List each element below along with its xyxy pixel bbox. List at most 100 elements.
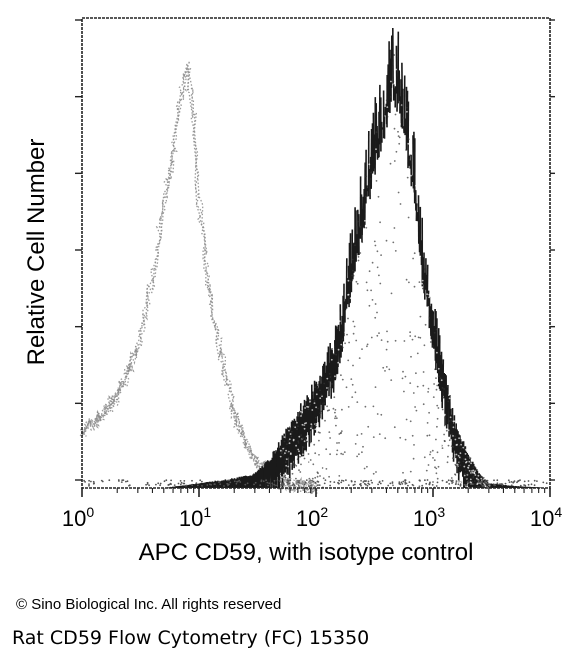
cd59-noise-dot: [400, 465, 403, 468]
cd59-noise-dot: [343, 475, 346, 477]
cd59-noise-dot: [380, 254, 382, 256]
cd59-noise-dot: [440, 481, 443, 484]
baseline-noise-dot: [426, 479, 429, 481]
cd59-noise-dot: [279, 473, 281, 476]
cd59-noise-dot: [386, 330, 388, 333]
cd59-noise-dot: [460, 447, 463, 450]
baseline-noise-dot: [523, 484, 525, 486]
baseline-noise-dot: [510, 484, 513, 487]
cd59-noise-dot: [336, 442, 338, 444]
cd59-noise-dot: [373, 267, 375, 270]
baseline-noise-dot: [311, 480, 313, 482]
cd59-noise-dot: [461, 480, 463, 483]
cd59-noise-dot: [356, 455, 358, 458]
baseline-noise-dot: [542, 481, 545, 484]
cd59-noise-dot: [300, 463, 302, 466]
cd59-noise-dot: [398, 469, 401, 471]
cd59-noise-dot: [319, 475, 321, 477]
cd59-noise-dot: [434, 462, 437, 465]
cd59-noise-dot: [469, 478, 472, 481]
baseline-noise-dot: [83, 479, 85, 482]
cd59-noise-dot: [371, 477, 374, 480]
cd59-noise-dot: [397, 191, 400, 194]
cd59-noise-dot: [335, 353, 337, 356]
cd59-noise-dot: [319, 397, 322, 400]
cd59-noise-dot: [295, 482, 298, 484]
cd59-noise-dot: [400, 424, 403, 427]
x-tick-label: 104: [530, 504, 562, 531]
cd59-noise-dot: [397, 354, 400, 357]
cd59-noise-dot: [328, 409, 330, 411]
cd59-noise-dot: [310, 423, 313, 426]
baseline-noise-dot: [367, 480, 370, 483]
cd59-noise-dot: [474, 470, 476, 472]
cd59-noise-dot: [419, 315, 422, 318]
baseline-noise-dot: [366, 484, 369, 487]
cd59-noise-dot: [414, 335, 417, 338]
baseline-noise-dot: [459, 484, 462, 487]
cd59-noise-dot: [403, 390, 405, 393]
cd59-noise-dot: [347, 279, 350, 282]
cd59-noise-dot: [314, 476, 317, 479]
cd59-noise-dot: [442, 396, 444, 399]
cd59-noise-dot: [288, 438, 291, 441]
cd59-noise-dot: [421, 282, 424, 285]
cd59-noise-dot: [436, 390, 439, 392]
cd59-noise-dot: [436, 451, 439, 454]
cd59-noise-dot: [352, 274, 355, 277]
cd59-noise-dot: [393, 54, 396, 56]
cd59-noise-dot: [313, 402, 316, 404]
baseline-noise-dot: [286, 481, 289, 483]
cd59-noise-dot: [448, 397, 451, 400]
baseline-noise-dot: [381, 480, 384, 482]
cd59-noise-dot: [385, 348, 388, 351]
cd59-noise-dot: [328, 386, 331, 389]
cd59-noise-dot: [426, 434, 429, 437]
cd59-noise-dot: [326, 405, 328, 408]
cd59-noise-dot: [340, 374, 342, 377]
cd59-noise-dot: [412, 257, 414, 260]
baseline-noise-dot: [170, 479, 173, 482]
cd59-noise-dot: [408, 281, 410, 284]
cd59-noise-dot: [319, 389, 321, 392]
cd59-noise-dot: [361, 451, 363, 454]
cd59-noise-dot: [368, 366, 371, 369]
cd59-noise-dot: [314, 386, 316, 389]
cd59-noise-dot: [348, 384, 351, 386]
cd59-noise-dot: [297, 448, 300, 451]
baseline-noise-dot: [329, 484, 331, 487]
cd59-noise-dot: [467, 473, 470, 476]
cd59-noise-dot: [284, 452, 286, 454]
cd59-noise-dot: [399, 203, 402, 205]
x-tick-base: 10: [296, 506, 320, 531]
baseline-noise-dot: [195, 482, 198, 485]
cd59-noise-dot: [314, 423, 317, 426]
cd59-noise-dot: [356, 334, 359, 336]
cd59-noise-dot: [297, 442, 300, 444]
cd59-noise-dot: [309, 459, 312, 461]
cd59-noise-dot: [352, 320, 355, 323]
cd59-noise-dot: [418, 311, 421, 314]
cd59-noise-dot: [335, 397, 338, 400]
cd59-noise-dot: [409, 470, 412, 473]
cd59-noise-dot: [470, 462, 472, 465]
cd59-noise-dot: [380, 339, 383, 341]
cd59-noise-dot: [301, 464, 304, 467]
cd59-noise-dot: [359, 226, 362, 228]
baseline-noise-dot: [323, 482, 326, 485]
baseline-noise-dot: [265, 479, 267, 482]
cd59-noise-dot: [286, 443, 288, 445]
cd59-noise-dot: [439, 428, 442, 431]
baseline-noise-dot: [88, 483, 90, 485]
cd59-noise-dot: [398, 197, 401, 199]
cd59-noise-dot: [323, 472, 326, 475]
baseline-noise-dot: [179, 483, 182, 486]
baseline-noise-dot: [496, 479, 499, 482]
cd59-noise-dot: [391, 364, 394, 367]
cd59-noise-dot: [393, 434, 396, 436]
baseline-noise-dot: [486, 479, 489, 482]
cd59-noise-dot: [374, 386, 377, 388]
cd59-noise-dot: [341, 449, 344, 452]
baseline-noise-dot: [404, 483, 407, 485]
